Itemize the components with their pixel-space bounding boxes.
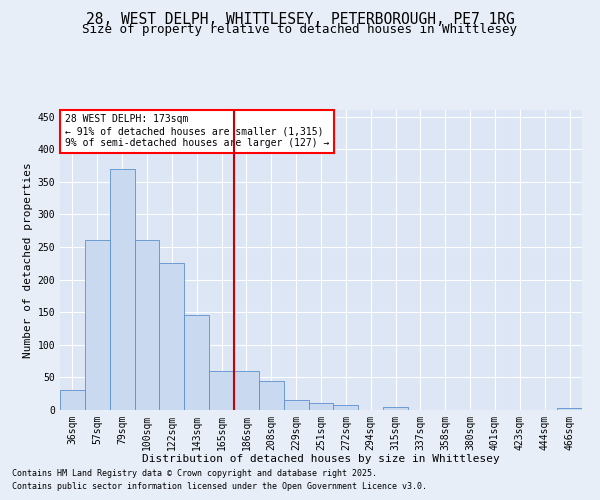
Bar [383,406,408,410]
Text: 28 WEST DELPH: 173sqm
← 91% of detached houses are smaller (1,315)
9% of semi-de: 28 WEST DELPH: 173sqm ← 91% of detached … [65,114,329,148]
Y-axis label: Number of detached properties: Number of detached properties [23,162,34,358]
X-axis label: Distribution of detached houses by size in Whittlesey: Distribution of detached houses by size … [142,454,500,464]
Bar [234,371,259,410]
Text: 28, WEST DELPH, WHITTLESEY, PETERBOROUGH, PE7 1RG: 28, WEST DELPH, WHITTLESEY, PETERBOROUGH… [86,12,514,28]
Bar [308,404,334,410]
Bar [259,380,284,410]
Bar [557,408,582,410]
Bar [284,400,308,410]
Bar [334,406,358,410]
Bar [60,390,85,410]
Bar [85,240,110,410]
Bar [110,168,134,410]
Text: Size of property relative to detached houses in Whittlesey: Size of property relative to detached ho… [83,22,517,36]
Bar [134,240,160,410]
Text: Contains public sector information licensed under the Open Government Licence v3: Contains public sector information licen… [12,482,427,491]
Bar [209,371,234,410]
Bar [184,316,209,410]
Bar [160,264,184,410]
Text: Contains HM Land Registry data © Crown copyright and database right 2025.: Contains HM Land Registry data © Crown c… [12,468,377,477]
